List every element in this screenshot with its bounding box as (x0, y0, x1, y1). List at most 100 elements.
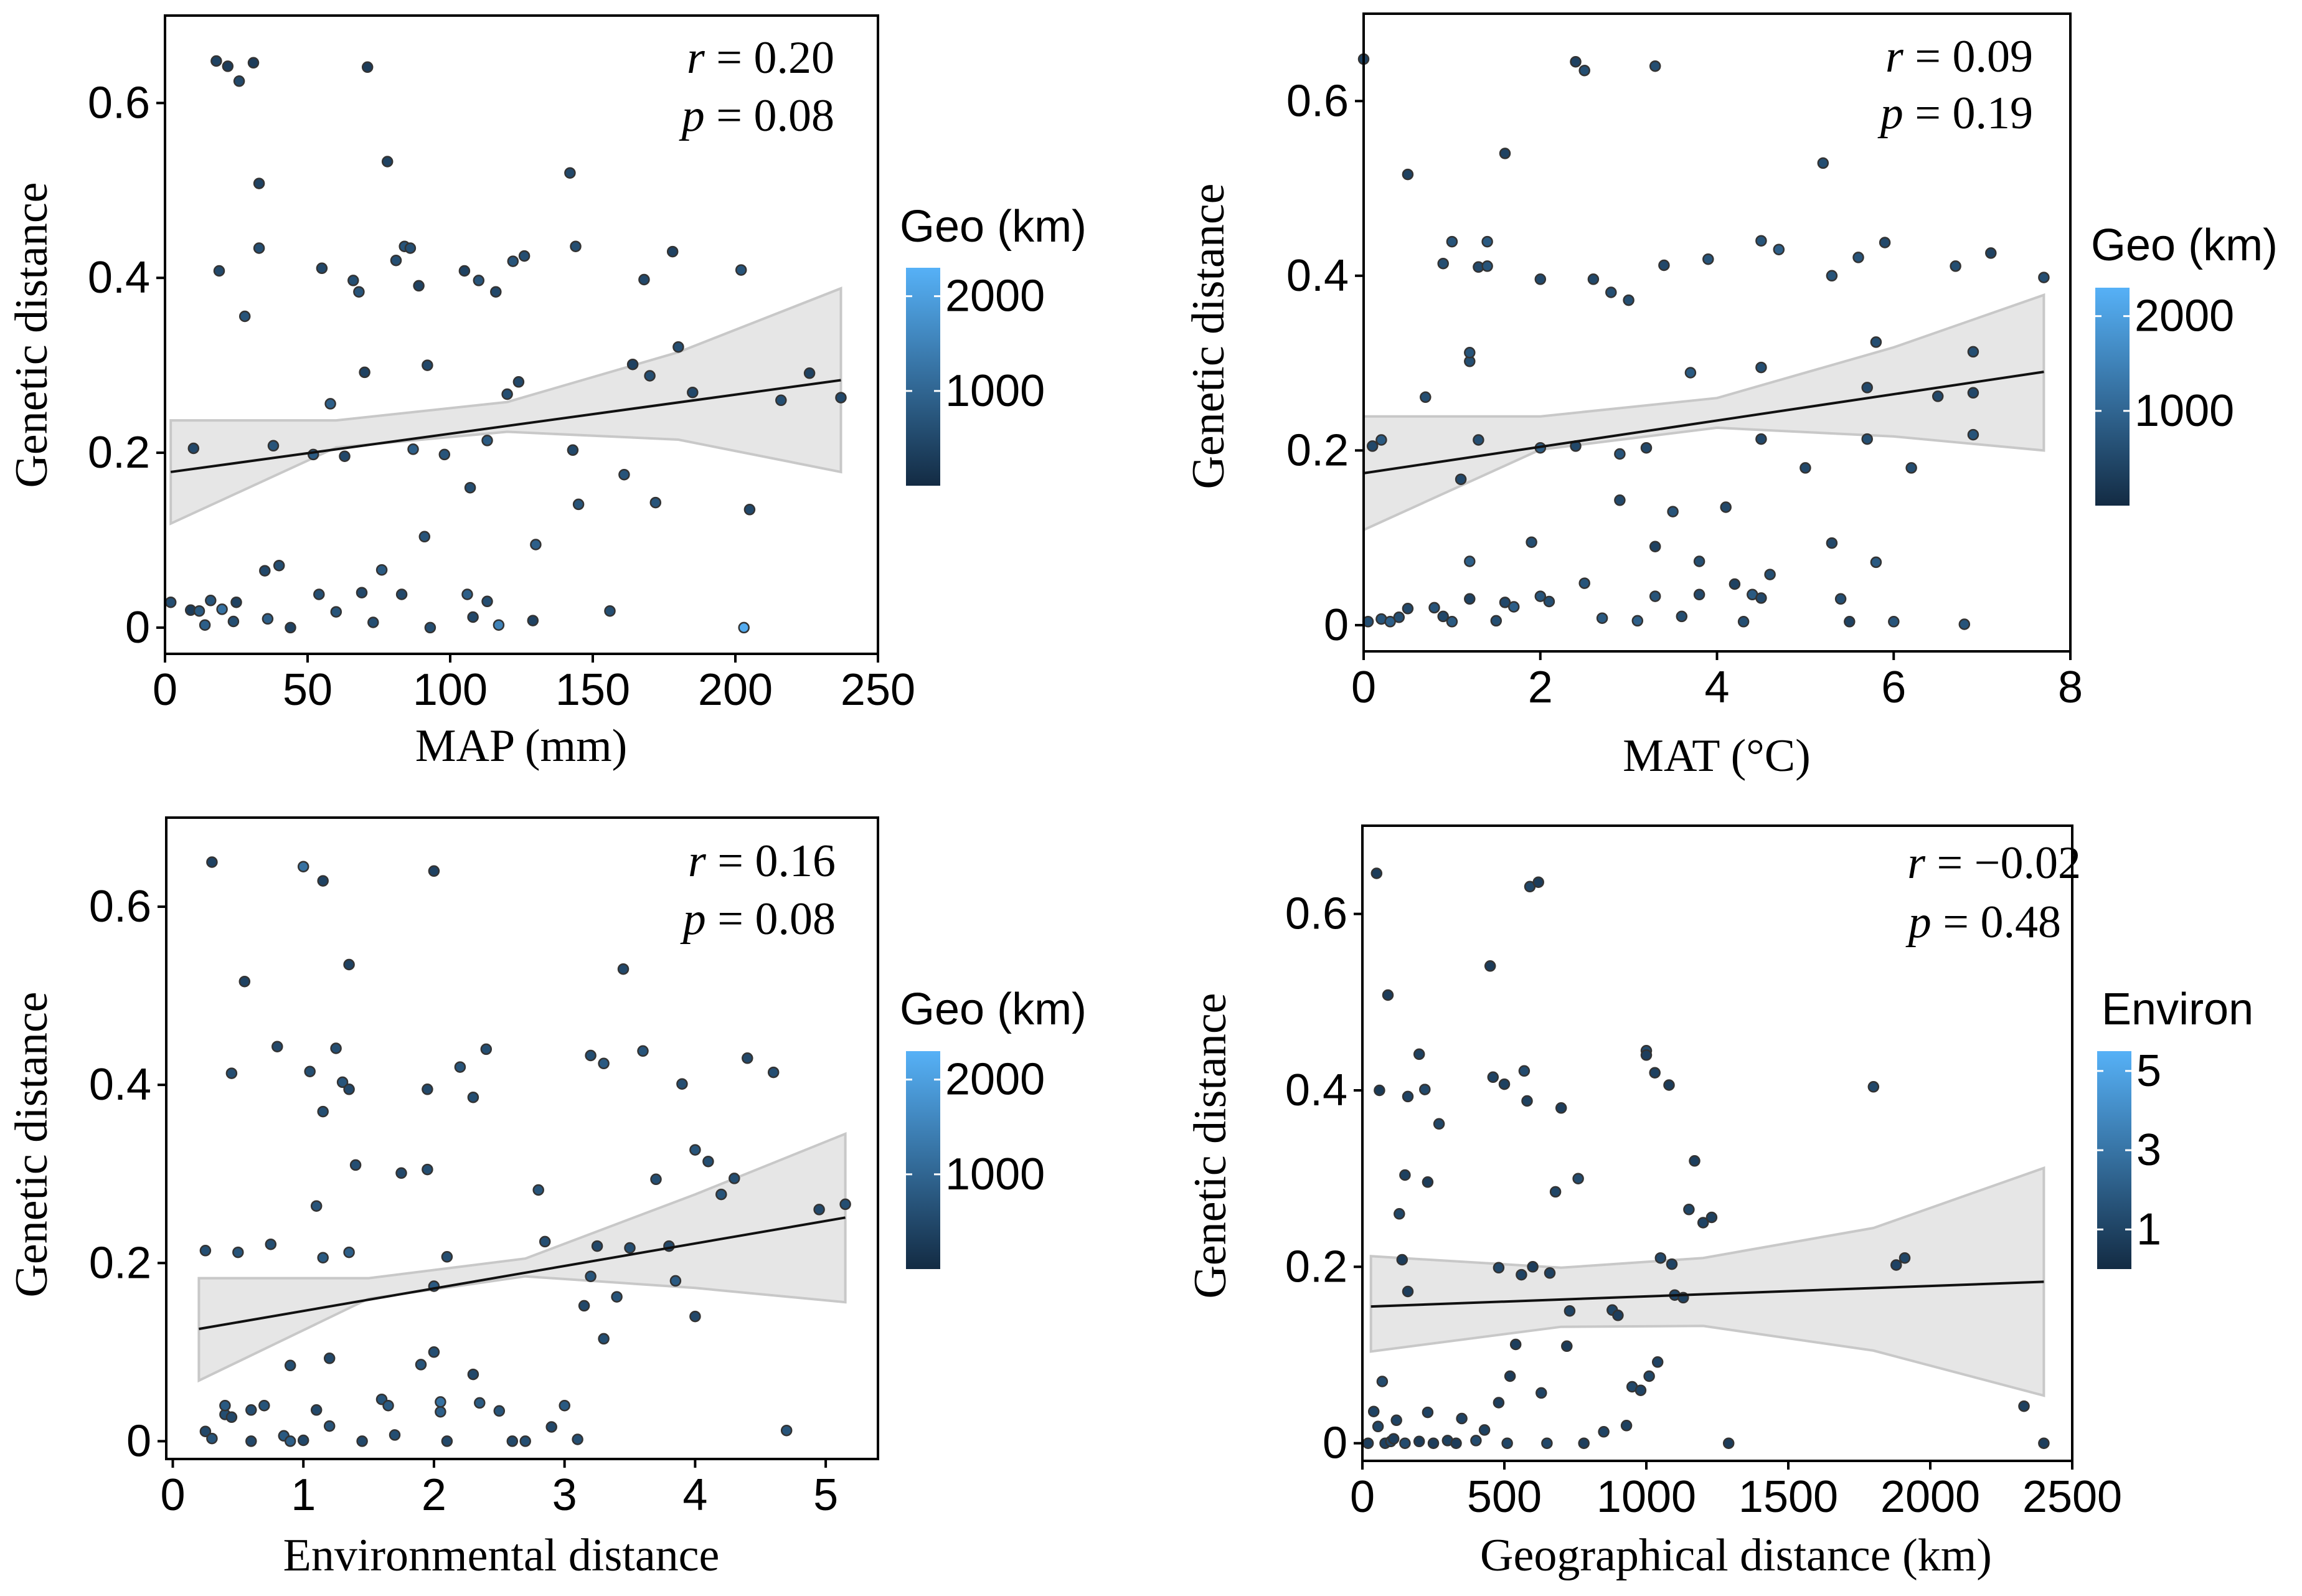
data-point (428, 865, 440, 877)
x-axis-ticks: 0 500 1000 1500 2000 2500 (1350, 1461, 2122, 1522)
data-point (564, 167, 576, 179)
data-point (1631, 615, 1644, 627)
y-tick-label: 0.2 (89, 1238, 151, 1288)
data-point (578, 1300, 590, 1312)
data-point (839, 1198, 851, 1211)
data-point (518, 250, 531, 262)
legend-title: Geo (km) (900, 202, 1087, 252)
data-point (1666, 1258, 1678, 1270)
data-point (1667, 506, 1679, 517)
data-point (598, 1057, 610, 1070)
data-point (1498, 1078, 1511, 1090)
data-point (1396, 1254, 1408, 1266)
data-point (1720, 501, 1732, 513)
data-point (644, 370, 656, 382)
data-point (216, 603, 228, 615)
data-point (1507, 601, 1520, 613)
data-point (395, 1167, 407, 1179)
trend-line (1363, 371, 2044, 475)
data-point (1614, 448, 1626, 460)
data-point (1578, 64, 1590, 77)
data-point (506, 1435, 519, 1447)
data-point (519, 1435, 531, 1447)
data-point (1375, 434, 1387, 446)
x-tick-label: 4 (1704, 663, 1729, 712)
data-point (1399, 1437, 1411, 1449)
data-point (672, 341, 684, 353)
data-point (1387, 1433, 1400, 1445)
data-point (1481, 260, 1493, 272)
data-point (297, 1434, 309, 1447)
y-tick-label: 0.6 (1286, 76, 1349, 126)
data-point (1844, 616, 1856, 628)
data-point (1534, 590, 1547, 602)
data-point (1427, 1437, 1440, 1449)
data-point (1464, 593, 1476, 605)
data-point (1473, 434, 1484, 446)
y-axis-label: Genetic distance (6, 991, 57, 1297)
plot-frame (164, 14, 879, 655)
data-point (780, 1424, 793, 1437)
data-point (458, 265, 471, 277)
data-point (435, 1405, 446, 1418)
x-axis-label: MAT (°C) (1623, 730, 1811, 781)
data-point (738, 621, 750, 634)
data-point (213, 265, 225, 277)
data-point (1499, 597, 1511, 608)
data-point (225, 1067, 238, 1079)
data-point (1649, 541, 1661, 552)
y-tick-label: 0.2 (88, 428, 150, 478)
data-point (1663, 1079, 1675, 1091)
y-tick-label: 0.2 (1286, 425, 1349, 475)
data-point (1932, 390, 1944, 402)
data-point (267, 440, 280, 452)
data-point (1612, 1310, 1624, 1321)
data-point (1649, 1067, 1661, 1079)
data-point (1534, 273, 1547, 285)
panel-geographical: 0 500 1000 1500 2000 2500 0 0.2 0.4 0.6 Geograph… (1185, 824, 2253, 1581)
data-point (1643, 1370, 1655, 1382)
x-tick-label: 0 (1350, 1472, 1375, 1522)
data-point (245, 1404, 257, 1416)
confidence-band-area (1362, 293, 2045, 532)
data-point (1826, 537, 1838, 549)
data-point (559, 1399, 570, 1412)
data-point (1800, 462, 1811, 474)
data-point (1376, 1376, 1389, 1387)
data-point (1370, 867, 1383, 879)
data-point (638, 273, 650, 286)
data-point (310, 1404, 323, 1416)
data-point (330, 1042, 342, 1054)
data-point (1654, 1252, 1667, 1264)
data-point (404, 242, 417, 254)
data-point (273, 559, 285, 572)
data-point (238, 975, 251, 988)
data-point (1826, 270, 1838, 282)
data-point (1402, 1090, 1414, 1103)
data-point (591, 1240, 603, 1252)
data-point (1493, 1397, 1505, 1409)
data-point (539, 1235, 551, 1248)
y-tick-label: 0 (1324, 600, 1349, 650)
data-point (1399, 1169, 1411, 1181)
data-point (1640, 441, 1653, 454)
data-point (1393, 611, 1405, 623)
data-point (245, 1435, 257, 1447)
regression-line (1370, 1280, 2044, 1308)
data-point (353, 286, 365, 298)
y-tick-label: 0.6 (89, 882, 151, 932)
data-point (1676, 610, 1688, 623)
data-point (480, 1043, 493, 1055)
color-legend: Environ 5 3 1 (2097, 985, 2253, 1269)
data-point (1413, 1435, 1425, 1448)
data-point (259, 565, 271, 577)
data-point (1596, 612, 1608, 624)
data-point (626, 358, 639, 371)
data-point (585, 1270, 597, 1282)
panel-mat: 0 2 4 6 8 0 0.2 0.4 0.6 MAT (°C) Genetic distan… (1183, 12, 2278, 781)
data-point (389, 1429, 401, 1441)
data-point (323, 1353, 336, 1364)
y-tick-label: 0.2 (1285, 1242, 1347, 1291)
data-point (1478, 1424, 1491, 1436)
data-point (530, 539, 542, 550)
